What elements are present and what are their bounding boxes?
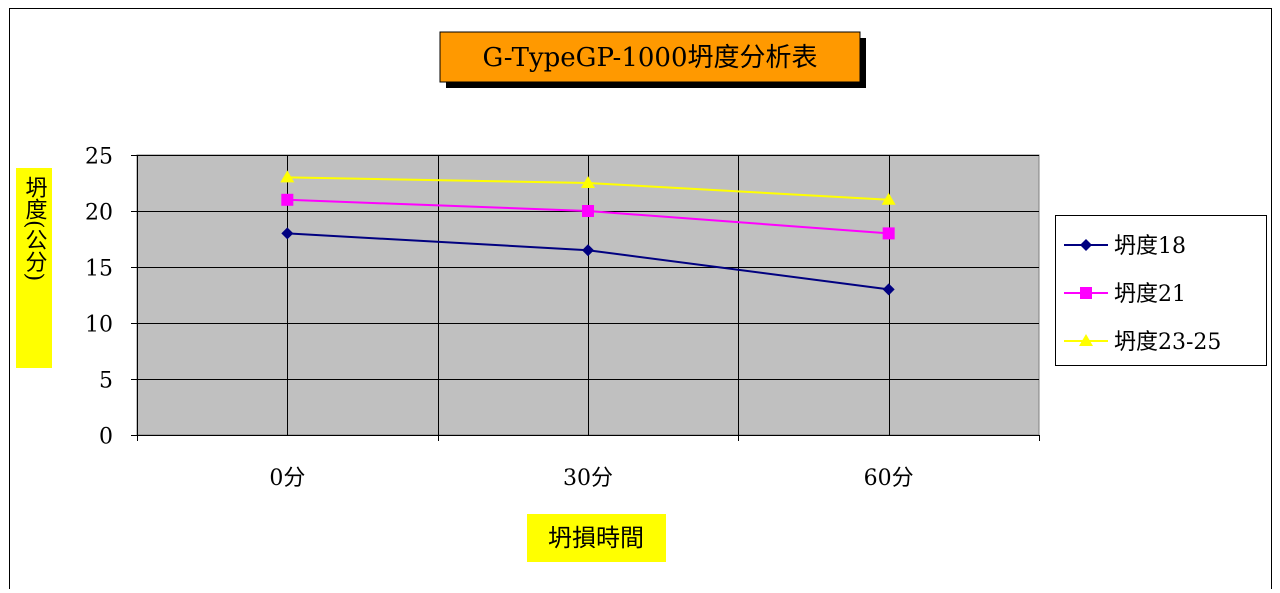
x-tick-label: 60分 bbox=[864, 466, 914, 491]
y-tick-label: 15 bbox=[85, 257, 113, 282]
y-axis-label-box: 坍度(公分) bbox=[16, 168, 52, 368]
legend-marker bbox=[1080, 239, 1092, 251]
x-tick-label: 0分 bbox=[269, 466, 305, 491]
legend-marker bbox=[1079, 334, 1093, 346]
x-axis-label: 坍損時間 bbox=[548, 524, 644, 552]
legend-label: 坍度21 bbox=[1114, 282, 1186, 307]
x-tick-label: 30分 bbox=[563, 466, 613, 491]
data-point bbox=[281, 193, 294, 206]
series-3 bbox=[280, 170, 896, 205]
y-tick-label: 25 bbox=[85, 145, 113, 170]
legend-label: 坍度23-25 bbox=[1114, 330, 1221, 355]
data-point bbox=[881, 192, 896, 205]
legend-label: 坍度18 bbox=[1114, 234, 1186, 259]
series-2 bbox=[281, 193, 895, 240]
data-point bbox=[281, 227, 294, 240]
y-tick-label: 10 bbox=[85, 313, 113, 338]
series-layer bbox=[280, 170, 896, 296]
y-axis-label: 坍度(公分) bbox=[22, 176, 48, 281]
data-point bbox=[582, 205, 594, 217]
grid bbox=[137, 155, 1039, 435]
chart-title-box: G-TypeGP-1000坍度分析表 bbox=[439, 31, 866, 88]
axes: 0 5 10 15 20 25 0分 30分 60分 bbox=[85, 145, 1040, 491]
legend-item: 坍度23-25 bbox=[1064, 330, 1221, 355]
data-point bbox=[280, 170, 295, 183]
data-point bbox=[882, 227, 895, 240]
y-tick-label: 0 bbox=[99, 425, 113, 450]
legend-item: 坍度21 bbox=[1064, 282, 1186, 307]
legend-item: 坍度18 bbox=[1064, 234, 1186, 259]
data-point bbox=[882, 283, 895, 296]
x-axis-label-box: 坍損時間 bbox=[527, 514, 666, 562]
data-point bbox=[581, 176, 595, 188]
legend-marker bbox=[1080, 287, 1092, 299]
series-1 bbox=[281, 227, 895, 296]
y-tick-label: 5 bbox=[99, 369, 113, 394]
data-point bbox=[582, 244, 594, 257]
chart-title: G-TypeGP-1000坍度分析表 bbox=[483, 43, 818, 73]
legend: 坍度18 坍度21 坍度23-25 bbox=[1055, 215, 1267, 366]
y-tick-label: 20 bbox=[85, 201, 113, 226]
